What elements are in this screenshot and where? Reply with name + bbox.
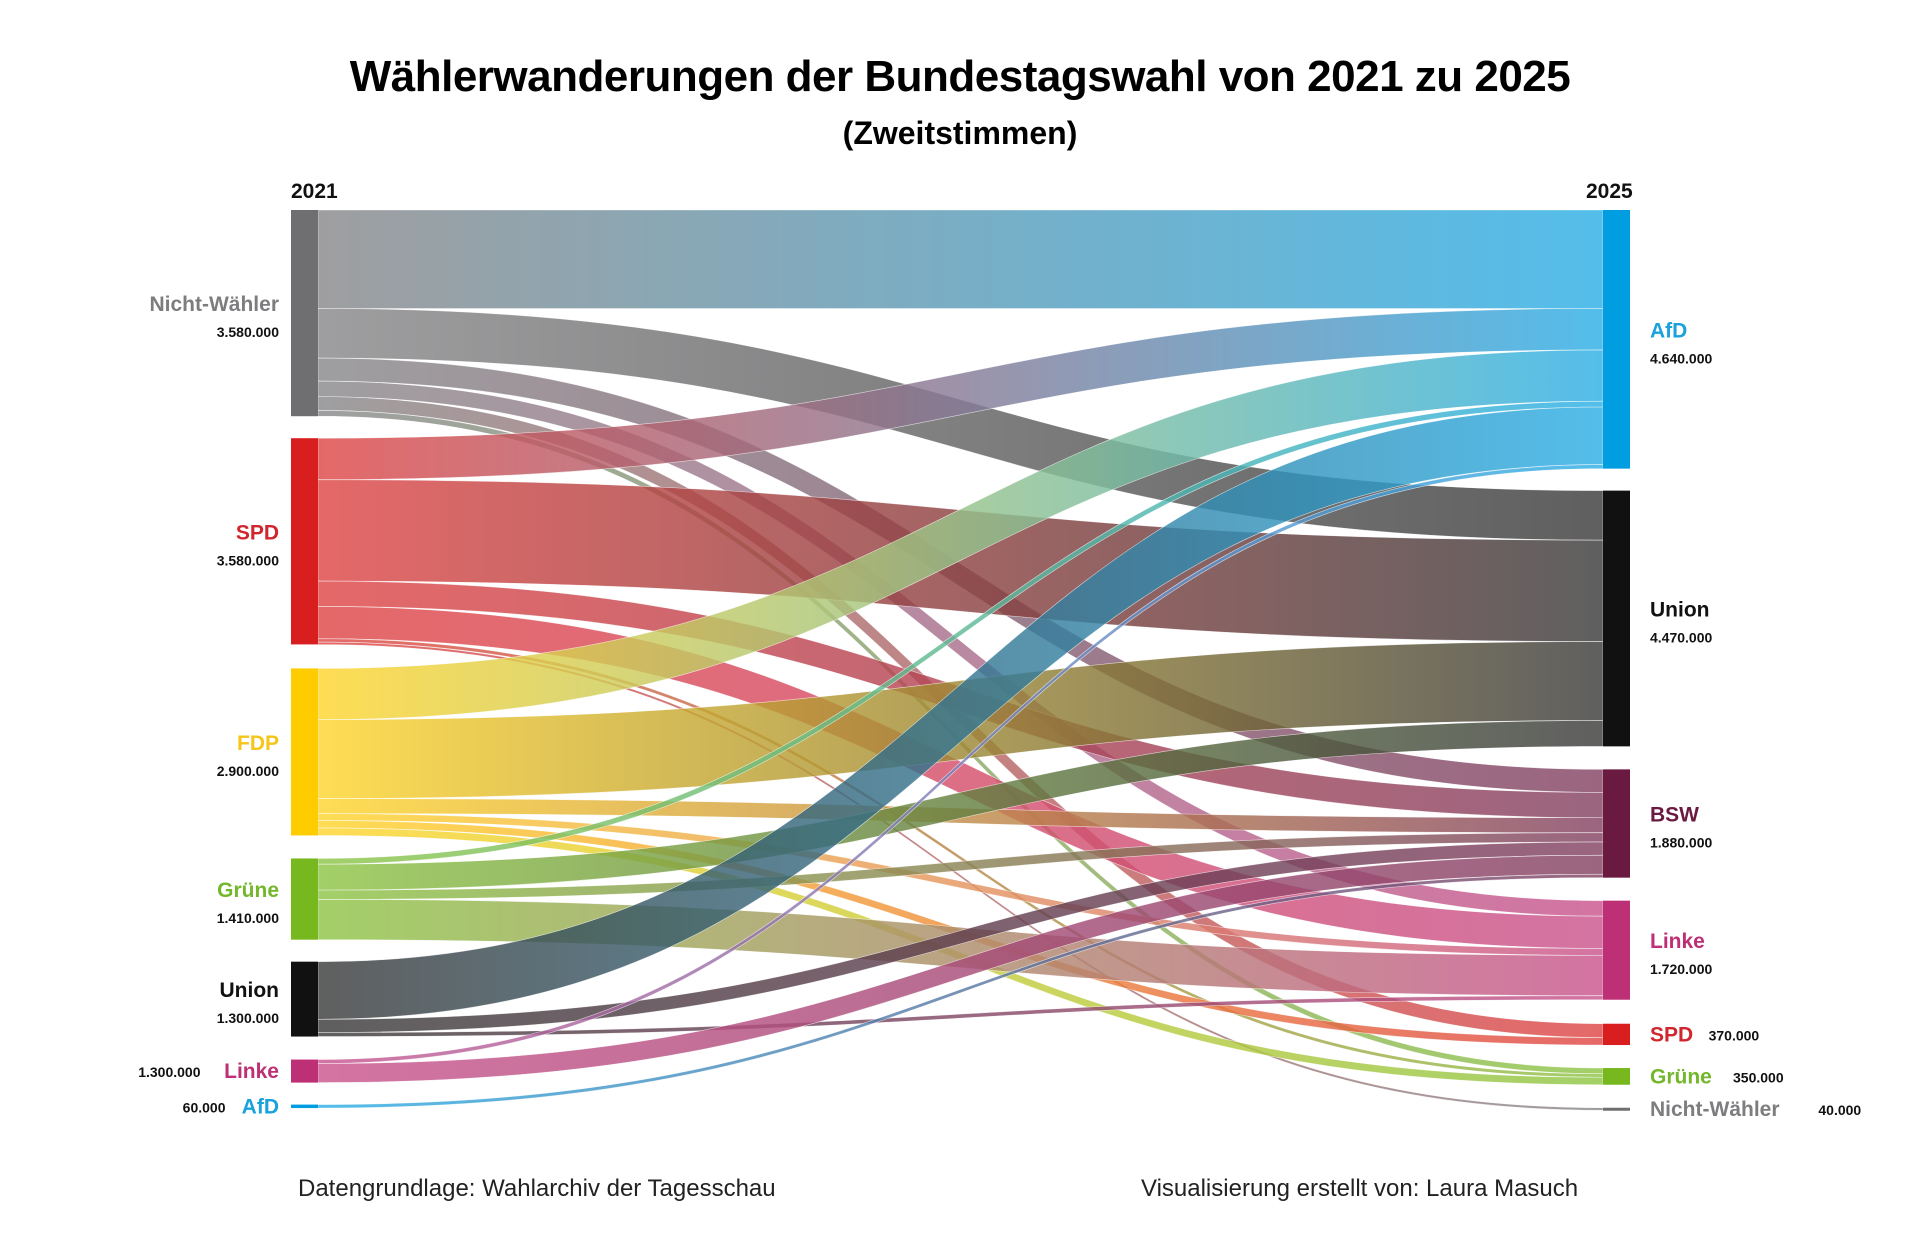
label-2025-nicht-waehler: Nicht-Wähler <box>1650 1098 1780 1121</box>
value-2025-union: 4.470.000 <box>1650 629 1712 645</box>
nodes-layer <box>291 210 1630 1111</box>
label-2021-spd: SPD <box>236 521 279 544</box>
label-2025-gruene: Grüne <box>1650 1065 1712 1088</box>
label-2025-linke: Linke <box>1650 930 1705 953</box>
value-2025-bsw: 1.880.000 <box>1650 835 1712 851</box>
node-2025-linke <box>1603 900 1630 1000</box>
labels-layer: Nicht-Wähler 3.580.000 SPD 3.580.000 FDP 2.90… <box>138 293 1861 1121</box>
label-2021-linke: Linke <box>224 1060 279 1083</box>
node-2021-spd <box>291 438 318 645</box>
value-2025-gruene: 350.000 <box>1733 1069 1784 1085</box>
node-2021-afd <box>291 1104 318 1109</box>
value-2025-afd: 4.640.000 <box>1650 350 1712 366</box>
label-2021-afd: AfD <box>242 1095 279 1118</box>
value-2025-nicht-waehler: 40.000 <box>1818 1102 1861 1118</box>
value-2021-afd: 60.000 <box>183 1099 226 1115</box>
right-year-label: 2025 <box>1586 180 1633 203</box>
label-2025-spd: SPD <box>1650 1023 1693 1046</box>
value-2021-linke: 1.300.000 <box>138 1064 200 1080</box>
chart-subtitle: (Zweitstimmen) <box>842 115 1078 151</box>
label-2025-union: Union <box>1650 598 1709 621</box>
node-2025-union <box>1603 490 1630 747</box>
chart-title: Wählerwanderungen der Bundestagswahl von… <box>349 52 1571 101</box>
value-2021-union: 1.300.000 <box>217 1010 279 1026</box>
node-2021-fdp <box>291 668 318 836</box>
value-2025-spd: 370.000 <box>1709 1027 1760 1043</box>
node-2025-spd <box>1603 1023 1630 1046</box>
label-2025-bsw: BSW <box>1650 804 1699 827</box>
left-year-label: 2021 <box>291 180 338 203</box>
flow-nicht-w-hler-2021-to-afd-2025 <box>317 209 1604 309</box>
label-2021-fdp: FDP <box>237 732 279 755</box>
label-2021-gruene: Grüne <box>217 879 279 902</box>
node-2021-linke <box>291 1059 318 1083</box>
node-2021-gruene <box>291 858 318 940</box>
value-2021-gruene: 1.410.000 <box>217 910 279 926</box>
flows-layer <box>317 209 1604 1111</box>
label-2021-nicht-waehler: Nicht-Wähler <box>149 293 279 316</box>
label-2021-union: Union <box>220 979 279 1002</box>
label-2025-afd: AfD <box>1650 319 1687 342</box>
author-credit: Visualisierung erstellt von: Laura Masuc… <box>1141 1175 1579 1202</box>
node-2025-bsw <box>1603 769 1630 878</box>
node-2025-gruene <box>1603 1068 1630 1085</box>
data-source-note: Datengrundlage: Wahlarchiv der Tagesscha… <box>298 1175 776 1202</box>
value-2021-nicht-waehler: 3.580.000 <box>217 324 279 340</box>
value-2021-fdp: 2.900.000 <box>217 763 279 779</box>
node-2021-union <box>291 961 318 1037</box>
node-2021-nicht-waehler <box>291 210 318 417</box>
node-2025-afd <box>1603 210 1630 469</box>
value-2021-spd: 3.580.000 <box>217 552 279 568</box>
value-2025-linke: 1.720.000 <box>1650 961 1712 977</box>
node-2025-nicht-waehler <box>1603 1107 1630 1111</box>
